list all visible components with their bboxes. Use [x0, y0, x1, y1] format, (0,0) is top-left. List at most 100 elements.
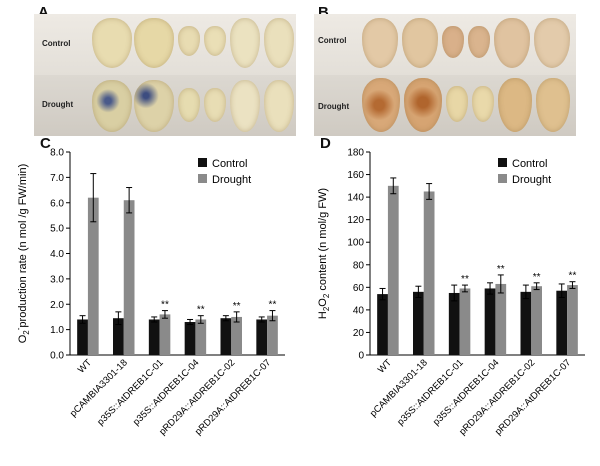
y-tick-label: 6.0: [50, 198, 64, 209]
legend-swatch: [498, 174, 507, 183]
bar-drought: [123, 200, 135, 355]
bar-control: [148, 319, 160, 355]
bar-control: [377, 294, 388, 355]
leaf: [230, 80, 260, 132]
chart-o2-production: 0.0 1.0 2.0 3.0 4.0 5.0 6.0 7.0 8.0 O2-production…: [14, 148, 285, 438]
leaf: [494, 18, 530, 68]
bar-drought: [231, 316, 242, 355]
bar-drought: [87, 197, 99, 355]
row-label-drought: Drought: [318, 102, 350, 111]
legend-label: Drought: [212, 174, 251, 186]
bar-control: [256, 319, 268, 355]
y-tick-label: 2.0: [50, 300, 64, 311]
leaf: [442, 26, 464, 58]
bar-drought: [567, 285, 578, 355]
y-tick-label: 20: [353, 328, 365, 339]
leaf: [498, 78, 532, 132]
y-tick-label: 180: [347, 148, 364, 159]
x-tick-label: WT: [376, 357, 394, 375]
leaf: [178, 26, 200, 56]
leaf: [134, 80, 174, 132]
chart-h2o2-content: 0 20 40 60 80 100 120 140 160 180 H2O2 content (n …: [317, 148, 585, 438]
bar-control: [484, 288, 496, 355]
bar-control: [184, 322, 196, 355]
leaf: [404, 78, 442, 132]
bar-control: [520, 291, 532, 355]
significance-label: **: [497, 264, 505, 275]
y-tick-label: 0.0: [50, 351, 64, 362]
x-tick-label: p35S::AtDREB1C-04: [431, 357, 502, 428]
bar-control: [556, 290, 568, 355]
y-tick-label: 120: [347, 215, 364, 226]
y-tick-label: 160: [347, 170, 364, 181]
significance-label: **: [461, 274, 469, 285]
leaf-photo-a: Control Drought: [34, 14, 296, 136]
bar-drought: [195, 319, 207, 355]
y-tick-label: 100: [347, 238, 364, 249]
y-tick-label: 0: [358, 351, 364, 362]
bar-control: [448, 292, 460, 355]
y-tick-label: 3.0: [50, 274, 64, 285]
y-tick-label: 40: [353, 305, 365, 316]
y-tick-label: 60: [353, 283, 365, 294]
leaf: [230, 18, 260, 68]
legend-label: Control: [512, 158, 547, 170]
leaf: [92, 18, 132, 68]
bar-control: [220, 318, 232, 355]
bar-drought: [423, 191, 435, 355]
leaf: [134, 18, 174, 68]
x-tick-label: p35S::AtDREB1C-01: [95, 357, 166, 428]
leaf: [534, 18, 570, 68]
panel-letter-a: A: [38, 4, 49, 21]
significance-label: **: [569, 271, 577, 282]
y-tick-label: 80: [353, 260, 365, 271]
row-label-control: Control: [318, 36, 347, 45]
leaf: [472, 86, 494, 122]
legend-swatch: [198, 174, 207, 183]
leaf: [536, 78, 570, 132]
y-tick-label: 7.0: [50, 173, 64, 184]
leaf: [204, 88, 226, 122]
legend-swatch: [198, 158, 207, 167]
bar-drought: [267, 315, 278, 355]
significance-label: **: [233, 301, 241, 312]
y-tick-label: 4.0: [50, 249, 64, 260]
y-tick-label: 8.0: [50, 148, 64, 159]
panel-letter-c: C: [40, 135, 51, 152]
leaf: [402, 18, 438, 68]
bar-control: [77, 319, 88, 355]
bar-drought: [459, 288, 471, 355]
x-tick-label: p35S::AtDREB1C-04: [131, 357, 202, 428]
leaf: [362, 18, 398, 68]
significance-label: **: [269, 300, 277, 311]
bar-drought: [159, 314, 171, 355]
leaf-photo-b: Control Drought: [314, 14, 576, 136]
leaf: [92, 80, 132, 132]
legend-label: Control: [212, 158, 247, 170]
y-axis-label: O2-production rate (n mol /g FW/min): [14, 164, 31, 344]
leaf: [178, 88, 200, 122]
photo-row-drought: [314, 75, 576, 136]
panel-letter-d: D: [320, 135, 331, 152]
leaf: [204, 26, 226, 56]
panel-letter-b: B: [318, 4, 329, 21]
significance-label: **: [533, 272, 541, 283]
significance-label: **: [161, 300, 169, 311]
leaf: [468, 26, 490, 58]
bar-control: [113, 318, 124, 355]
legend-swatch: [498, 158, 507, 167]
leaf: [264, 18, 294, 68]
leaf: [362, 78, 400, 132]
legend-label: Drought: [512, 174, 551, 186]
bar-drought: [495, 283, 507, 355]
row-label-control: Control: [42, 39, 71, 48]
x-tick-label: p35S::AtDREB1C-01: [395, 357, 466, 428]
x-tick-label: WT: [76, 357, 94, 375]
bar-drought: [531, 286, 542, 355]
leaf: [446, 86, 468, 122]
y-axis-label: H2O2 content (n mol/g FW): [317, 188, 331, 319]
bar-drought: [387, 185, 399, 355]
row-label-drought: Drought: [42, 100, 74, 109]
bar-control: [413, 291, 424, 355]
leaf: [264, 80, 294, 132]
